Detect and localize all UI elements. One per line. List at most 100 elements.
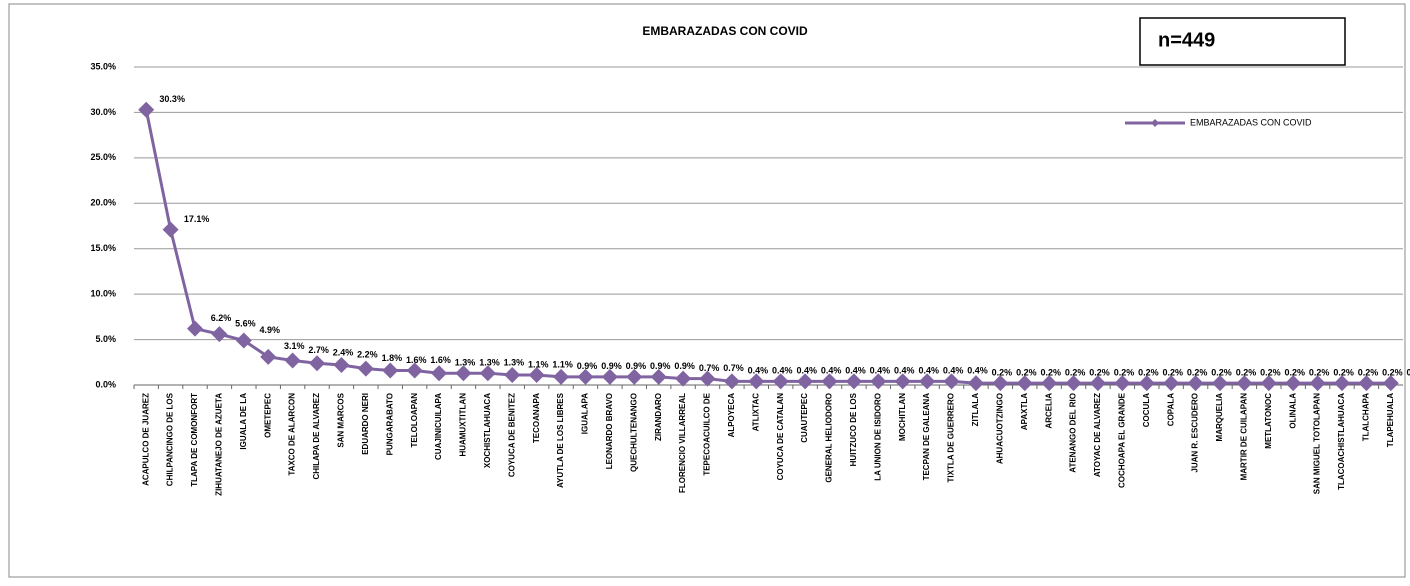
annotation: n=449 (1158, 29, 1215, 51)
data-label: 0.9% (674, 361, 695, 371)
point-marker (406, 362, 423, 379)
point-marker (309, 355, 326, 372)
point-marker (845, 373, 862, 390)
chart-title: EMBARAZADAS CON COVID (642, 24, 808, 38)
x-tick-label: COCHOAPA EL GRANDE (1117, 392, 1126, 488)
data-label: 0.2% (1138, 368, 1159, 378)
data-label: 0.2% (1260, 368, 1281, 378)
point-marker (943, 373, 960, 390)
point-marker (650, 368, 667, 385)
x-tick-label: SAN MIGUEL TOTOLAPAN (1313, 393, 1322, 494)
x-tick-label: ALPOYECA (727, 393, 736, 438)
data-label: 1.1% (528, 359, 549, 369)
y-tick-label: 5.0% (95, 334, 116, 344)
x-tick-label: MARTIR DE CUILAPAN (1239, 393, 1248, 481)
point-marker (1236, 375, 1253, 392)
data-label: 0.7% (699, 363, 720, 373)
x-tick-label: TELOLOAPAN (410, 393, 419, 448)
point-marker (1333, 375, 1350, 392)
x-tick-label: ZIHUATANEJO DE AZUETA (215, 393, 224, 496)
chart-border (8, 3, 1406, 578)
point-marker (675, 370, 692, 387)
x-tick-label: TECPAN DE GALEANA (922, 393, 931, 481)
data-label: 0.2% (1016, 368, 1037, 378)
data-label: 0.4% (918, 366, 939, 376)
x-tick-label: LA UNION DE ISIDORO (873, 393, 882, 481)
y-tick-label: 10.0% (90, 289, 116, 299)
data-label: 0.2% (1114, 368, 1135, 378)
x-tick-label: ZITLALA (971, 393, 980, 427)
x-tick-label: XOCHISTLAHUACA (483, 393, 492, 468)
data-label: 0.4% (967, 366, 988, 376)
data-label: 0.4% (821, 366, 842, 376)
series-line (144, 109, 1391, 385)
data-label: 0.4% (943, 366, 964, 376)
data-label: 0.2% (1407, 368, 1410, 378)
legend-label: EMBARAZADAS CON COVID (1190, 117, 1312, 127)
point-marker (431, 365, 448, 382)
point-marker (967, 375, 984, 392)
x-tick-label: CHILPANCINGO DE LOS (166, 392, 175, 486)
x-tick-label: CUAUTEPEC (800, 393, 809, 443)
point-marker (626, 368, 643, 385)
x-tick-label: COCULA (1142, 393, 1151, 427)
point-marker (357, 360, 374, 377)
point-marker (528, 367, 545, 384)
point-marker (821, 373, 838, 390)
data-label: 0.7% (723, 363, 744, 373)
x-tick-label: ATLIXTAC (751, 393, 760, 432)
point-marker (1211, 375, 1228, 392)
x-tick-label: TAXCO DE ALARCON (288, 393, 297, 476)
point-marker (919, 373, 936, 390)
x-tick-label: ACAPULCO DE JUAREZ (141, 393, 150, 486)
data-label: 1.3% (479, 358, 500, 368)
point-marker (1138, 375, 1155, 392)
data-label: 0.9% (650, 361, 671, 371)
data-label: 1.8% (382, 353, 403, 363)
point-marker (1309, 375, 1326, 392)
data-label: 1.1% (552, 359, 573, 369)
point-marker (748, 373, 765, 390)
data-label: 0.2% (1309, 368, 1330, 378)
point-marker (284, 352, 301, 369)
data-label: 0.2% (1358, 368, 1379, 378)
x-tick-label: ZIRANDARO (654, 393, 663, 441)
data-label: 0.9% (626, 361, 647, 371)
point-marker (1382, 375, 1399, 392)
data-label: 1.6% (406, 355, 427, 365)
point-marker (699, 370, 716, 387)
point-marker (162, 221, 179, 238)
y-tick-label: 30.0% (90, 107, 116, 117)
point-marker (797, 373, 814, 390)
data-label: 2.4% (333, 348, 354, 358)
x-tick-label: AHUACUOTZINGO (995, 393, 1004, 464)
point-marker (1065, 375, 1082, 392)
y-tick-label: 35.0% (90, 61, 116, 71)
point-marker (479, 365, 496, 382)
point-marker (1163, 375, 1180, 392)
data-label: 2.7% (308, 345, 329, 355)
x-tick-label: PUNGARABATO (385, 393, 394, 455)
x-tick-label: TLAPEHUALA (1386, 393, 1395, 447)
y-tick-label: 20.0% (90, 198, 116, 208)
data-label: 17.1% (184, 214, 210, 224)
x-tick-label: SAN MARCOS (337, 392, 346, 447)
data-label: 0.4% (894, 366, 915, 376)
point-marker (382, 362, 399, 379)
data-label: 3.1% (284, 341, 305, 351)
point-marker (723, 373, 740, 390)
x-tick-label: ARCELIA (1044, 393, 1053, 429)
x-tick-label: ATENANGO DEL RIO (1069, 393, 1078, 473)
data-label: 0.2% (1382, 368, 1403, 378)
point-marker (772, 373, 789, 390)
data-label: 0.4% (845, 366, 866, 376)
data-label: 0.2% (1211, 368, 1232, 378)
x-tick-label: JUAN R. ESCUDERO (1191, 393, 1200, 473)
data-label: 0.4% (796, 366, 817, 376)
point-marker (1358, 375, 1375, 392)
data-label: 0.2% (1236, 368, 1257, 378)
point-marker (870, 373, 887, 390)
x-tick-label: COYUCA DE CATALAN (776, 393, 785, 481)
x-tick-label: QUECHULTENANGO (629, 393, 638, 472)
data-label: 0.2% (1065, 368, 1086, 378)
